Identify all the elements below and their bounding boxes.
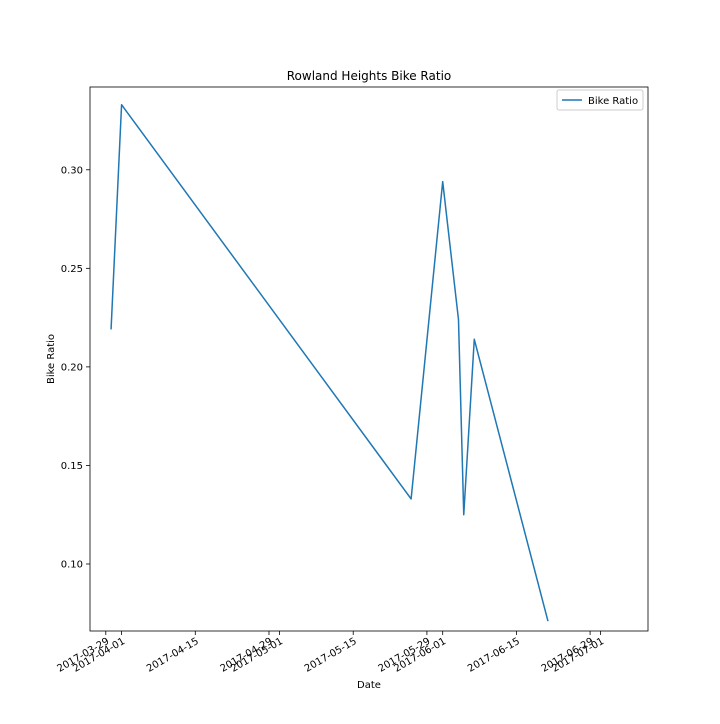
plot-frame [89,86,649,632]
y-axis-label: Bike Ratio [46,334,57,384]
y-tick-label: 0.30 [61,165,83,176]
y-tick-label: 0.20 [61,362,83,373]
y-tick-label: 0.25 [61,264,83,275]
y-tick-label: 0.10 [61,559,83,570]
chart-title: Rowland Heights Bike Ratio [287,69,452,83]
series-line-bike-ratio [110,103,549,622]
legend-label: Bike Ratio [588,96,638,107]
y-tick-label: 0.15 [61,461,83,472]
x-axis-label: Date [357,680,381,691]
legend: Bike Ratio [556,89,644,111]
plot-series [110,103,549,622]
y-axis: 0.10 0.15 0.20 0.25 0.30 [61,165,90,570]
legend-box [556,89,644,111]
